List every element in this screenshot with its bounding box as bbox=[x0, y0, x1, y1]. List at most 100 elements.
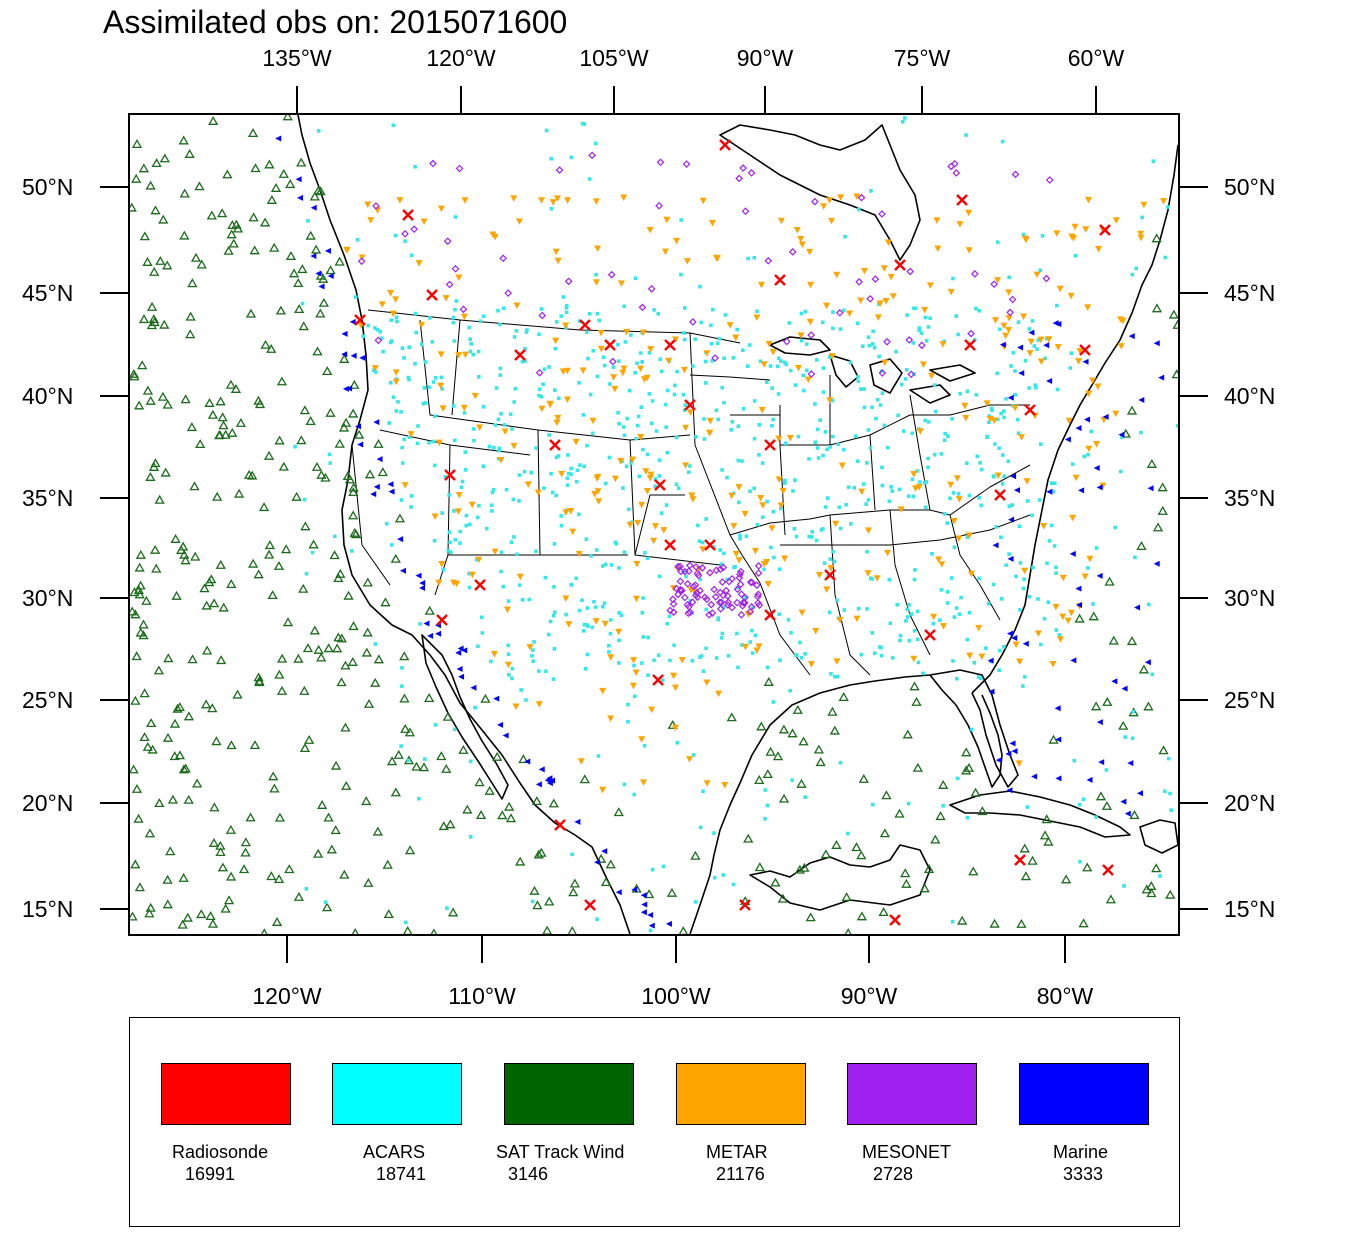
acars-marker bbox=[590, 625, 595, 630]
acars-marker bbox=[580, 121, 585, 126]
mesonet-marker bbox=[666, 606, 675, 615]
mesonet-marker bbox=[685, 561, 694, 570]
sat-wind-marker bbox=[259, 217, 271, 227]
sat-wind-marker bbox=[201, 600, 212, 610]
sat-wind-marker bbox=[334, 256, 345, 266]
acars-marker bbox=[775, 364, 780, 369]
sat-wind-marker bbox=[217, 412, 228, 422]
metar-marker bbox=[967, 570, 975, 578]
mesonet-marker bbox=[708, 609, 717, 617]
metar-marker bbox=[965, 247, 973, 254]
sat-wind-marker bbox=[334, 438, 345, 448]
acars-marker bbox=[467, 325, 471, 330]
sat-wind-marker bbox=[142, 257, 153, 266]
acars-marker bbox=[552, 542, 557, 546]
sat-wind-marker bbox=[245, 308, 257, 318]
metar-marker bbox=[1034, 630, 1042, 637]
acars-marker bbox=[544, 669, 548, 674]
acars-marker bbox=[725, 577, 730, 582]
sat-wind-marker bbox=[445, 819, 456, 829]
acars-marker bbox=[700, 540, 705, 545]
metar-marker bbox=[1018, 434, 1026, 441]
sat-wind-marker bbox=[909, 681, 920, 691]
sat-wind-marker bbox=[238, 864, 250, 874]
marine-marker bbox=[1096, 719, 1103, 726]
metar-marker bbox=[1020, 313, 1028, 320]
sat-wind-marker bbox=[361, 647, 372, 657]
mesonet-marker bbox=[698, 564, 707, 572]
marine-marker bbox=[1043, 342, 1050, 349]
legend-label: SAT Track Wind bbox=[496, 1142, 625, 1162]
acars-marker bbox=[1045, 561, 1049, 566]
acars-marker bbox=[866, 335, 871, 339]
acars-marker bbox=[886, 445, 890, 450]
metar-marker bbox=[619, 369, 627, 377]
acars-marker bbox=[542, 486, 546, 490]
acars-marker bbox=[938, 618, 942, 623]
acars-marker bbox=[1091, 602, 1095, 606]
acars-marker bbox=[374, 370, 378, 374]
acars-marker bbox=[458, 529, 463, 534]
sat-wind-marker bbox=[1020, 871, 1032, 881]
acars-marker bbox=[468, 337, 473, 341]
metar-marker bbox=[401, 482, 409, 489]
acars-marker bbox=[580, 598, 584, 603]
marine-marker bbox=[1064, 436, 1071, 443]
bottom-axis-label: 110°W bbox=[448, 983, 516, 1009]
mesonet-marker bbox=[736, 580, 745, 589]
sat-wind-marker bbox=[204, 577, 215, 587]
mesonet-marker bbox=[711, 593, 720, 601]
metar-marker bbox=[1000, 322, 1008, 330]
sat-wind-marker bbox=[438, 821, 449, 831]
acars-marker bbox=[621, 486, 625, 490]
metar-marker bbox=[897, 506, 905, 513]
metar-marker bbox=[938, 561, 946, 568]
acars-marker bbox=[715, 341, 720, 346]
metar-marker bbox=[735, 557, 743, 564]
sat-wind-marker bbox=[192, 778, 203, 788]
sat-wind-marker bbox=[968, 866, 979, 876]
acars-marker bbox=[763, 788, 767, 792]
acars-marker bbox=[717, 336, 722, 341]
sat-wind-marker bbox=[309, 625, 320, 635]
sat-wind-marker bbox=[362, 577, 373, 587]
marine-marker bbox=[641, 901, 648, 908]
metar-marker bbox=[468, 501, 476, 509]
acars-marker bbox=[510, 427, 514, 431]
acars-marker bbox=[475, 515, 480, 520]
mesonet-marker bbox=[754, 599, 762, 607]
acars-marker bbox=[665, 388, 670, 393]
acars-marker bbox=[986, 601, 991, 606]
acars-marker bbox=[407, 345, 411, 349]
metar-marker bbox=[553, 195, 561, 202]
acars-marker bbox=[582, 622, 587, 627]
mesonet-marker bbox=[669, 600, 678, 608]
sat-wind-marker bbox=[1039, 830, 1051, 840]
acars-marker bbox=[820, 320, 825, 325]
acars-marker bbox=[915, 469, 920, 473]
acars-marker bbox=[679, 272, 683, 277]
mesonet-marker bbox=[971, 270, 979, 278]
mesonet-marker bbox=[1042, 274, 1051, 283]
metar-marker bbox=[460, 313, 468, 321]
sat-wind-marker bbox=[211, 736, 222, 746]
acars-marker bbox=[304, 886, 309, 891]
acars-marker bbox=[593, 605, 598, 609]
mesonet-marker bbox=[716, 605, 725, 613]
sat-wind-marker bbox=[282, 617, 294, 627]
acars-marker bbox=[489, 659, 493, 664]
mesonet-marker bbox=[855, 278, 863, 286]
metar-marker bbox=[1022, 236, 1030, 244]
acars-marker bbox=[632, 792, 637, 797]
metar-marker bbox=[757, 281, 765, 289]
sat-wind-marker bbox=[207, 409, 219, 419]
sat-wind-marker bbox=[844, 928, 852, 934]
acars-marker bbox=[946, 434, 950, 438]
metar-marker bbox=[1085, 445, 1093, 453]
acars-marker bbox=[1134, 266, 1139, 271]
acars-marker bbox=[738, 533, 742, 538]
sat-wind-marker bbox=[183, 794, 194, 804]
mesonet-marker bbox=[722, 586, 731, 595]
acars-marker bbox=[512, 335, 517, 339]
sat-wind-marker bbox=[754, 862, 765, 872]
